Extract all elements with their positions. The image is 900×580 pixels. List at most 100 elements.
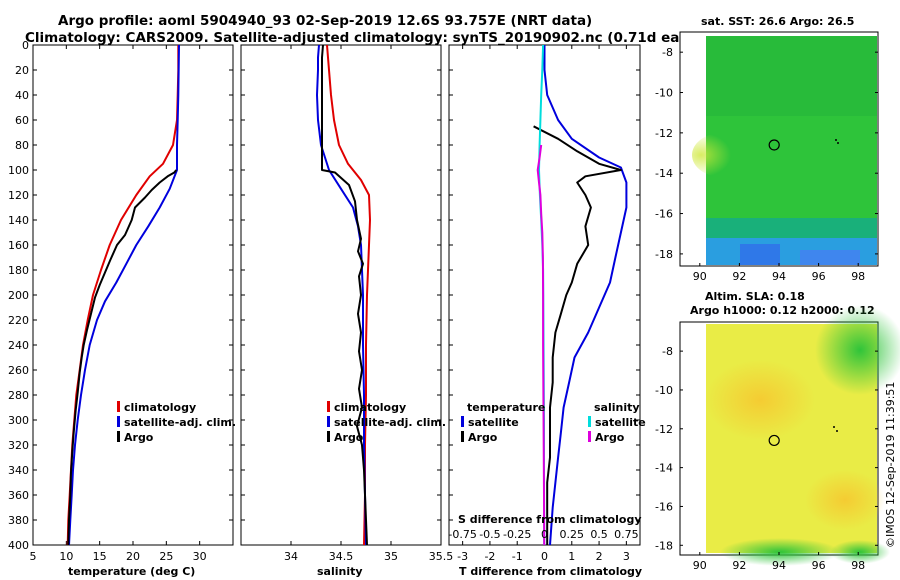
figure-title-line1: Argo profile: aoml 5904940_93 02-Sep-201…: [58, 13, 592, 29]
x-tick-label: -2: [484, 550, 495, 563]
legend-label-climatology: climatology: [124, 401, 196, 414]
y-tick-label: 320: [8, 439, 29, 452]
x-tick-label: 20: [126, 550, 140, 563]
y-tick-label: 160: [8, 239, 29, 252]
legend-swatch-s-satellite: [588, 416, 591, 427]
x-tick-label: 10: [59, 550, 73, 563]
s-diff-tick-label: 0: [541, 528, 548, 541]
legend-label-t-argo: Argo: [468, 431, 498, 444]
sla-high-patch-2: [805, 470, 885, 530]
legend-swatch-argo: [327, 431, 330, 442]
series-line-t-argo: [533, 125, 622, 545]
legend-label-satellite: satellite-adj. clim.: [124, 416, 236, 429]
y-tick-label: 100: [8, 164, 29, 177]
sla-low-patch-1: [815, 305, 900, 395]
legend-swatch-s-argo: [588, 431, 591, 442]
y-tick-label: 220: [8, 314, 29, 327]
legend-swatch-satellite: [117, 416, 120, 427]
legend-label-s-satellite: satellite: [595, 416, 646, 429]
y-tick-label: 300: [8, 414, 29, 427]
s-diff-tick-label: -0.75: [448, 528, 476, 541]
legend-title-salinity: salinity: [594, 401, 640, 414]
salinity-xlabel: salinity: [317, 565, 363, 578]
map-y-tick-label: -16: [655, 500, 673, 513]
map-x-tick-label: 98: [851, 559, 865, 572]
x-tick-label: 34: [284, 550, 298, 563]
sla-island-dot: [833, 426, 835, 428]
map-y-tick-label: -18: [655, 248, 673, 261]
x-tick-label: 5: [30, 550, 37, 563]
y-tick-label: 200: [8, 289, 29, 302]
sst-warm-patch: [692, 133, 752, 177]
map-x-tick-label: 96: [812, 270, 826, 283]
argo-position-marker: [768, 434, 780, 447]
x-tick-label: 15: [93, 550, 107, 563]
map-x-tick-label: 90: [693, 270, 707, 283]
x-tick-label: 1: [568, 550, 575, 563]
y-tick-label: 80: [15, 139, 29, 152]
map-y-tick-label: -14: [655, 167, 673, 180]
temperature-xlabel: temperature (deg C): [68, 565, 195, 578]
x-tick-label: 0: [541, 550, 548, 563]
y-tick-label: 260: [8, 364, 29, 377]
legend-label-t-satellite: satellite: [468, 416, 519, 429]
sst-field: [692, 36, 877, 265]
sla-island-dot: [836, 430, 838, 432]
sla-map-title-line2: Argo h1000: 0.12 h2000: 0.12: [690, 304, 875, 317]
s-diff-tick-label: 0.5: [590, 528, 608, 541]
series-line-argo: [67, 169, 178, 545]
y-tick-label: 0: [22, 39, 29, 52]
x-tick-label: 34.5: [329, 550, 354, 563]
series-line-satellite-adj-clim-: [68, 45, 180, 545]
legend-label-argo: Argo: [124, 431, 154, 444]
y-tick-label: 60: [15, 114, 29, 127]
sst-island-dot: [837, 142, 839, 144]
difference-legend-salinity: salinity satellite Argo: [588, 401, 646, 444]
legend-swatch-satellite: [327, 416, 330, 427]
credit-text: ©IMOS 12-Sep-2019 11:39:51: [884, 382, 897, 548]
legend-swatch-t-argo: [461, 431, 464, 442]
temperature-plot-frame: [32, 44, 234, 546]
legend-swatch-t-satellite: [461, 416, 464, 427]
y-tick-label: 120: [8, 189, 29, 202]
map-x-tick-label: 96: [812, 559, 826, 572]
legend-swatch-argo: [117, 431, 120, 442]
map-y-tick-label: -8: [662, 345, 673, 358]
map-x-tick-label: 90: [693, 559, 707, 572]
y-tick-label: 140: [8, 214, 29, 227]
x-tick-label: 30: [193, 550, 207, 563]
x-tick-label: -3: [457, 550, 468, 563]
sst-cold-patch-1: [740, 244, 780, 265]
map-y-tick-label: -12: [655, 127, 673, 140]
y-tick-label: 240: [8, 339, 29, 352]
sst-cold-patch-2: [800, 250, 860, 265]
map-x-tick-label: 94: [772, 270, 786, 283]
y-tick-label: 360: [8, 489, 29, 502]
sla-field: [705, 305, 900, 566]
sla-low-patch-2: [720, 538, 840, 566]
difference-legend-temperature: temperature satellite Argo: [461, 401, 545, 444]
map-x-tick-label: 94: [772, 559, 786, 572]
sst-island-dot: [835, 139, 837, 141]
legend-swatch-climatology: [327, 401, 330, 412]
difference-panel: -3 -2 -1 0 1 2 3 T difference from climatology…: [448, 44, 646, 578]
y-tick-label: 180: [8, 264, 29, 277]
y-tick-label: 280: [8, 389, 29, 402]
map-y-tick-label: -18: [655, 539, 673, 552]
map-x-tick-label: 92: [732, 559, 746, 572]
difference-xlabel: T difference from climatology: [459, 565, 642, 578]
map-y-tick-label: -10: [655, 87, 673, 100]
sst-field-north: [706, 36, 877, 116]
series-line-satellite-adj-clim-: [316, 45, 367, 545]
y-tick-label: 340: [8, 464, 29, 477]
map-y-tick-label: -12: [655, 423, 673, 436]
x-tick-label: 2: [596, 550, 603, 563]
difference-secondary-xlabel: S difference from climatology: [458, 513, 642, 526]
legend-label-climatology: climatology: [334, 401, 406, 414]
legend-label-satellite: satellite-adj. clim.: [334, 416, 446, 429]
sla-high-patch-1: [705, 360, 815, 440]
sla-map-title-line1: Altim. SLA: 0.18: [705, 290, 805, 303]
s-diff-tick-label: -0.5: [479, 528, 500, 541]
sst-map-panel: sat. SST: 26.6 Argo: 26.5 90 92 94 96 98 -8 -1…: [655, 15, 879, 283]
map-y-tick-label: -8: [662, 46, 673, 59]
